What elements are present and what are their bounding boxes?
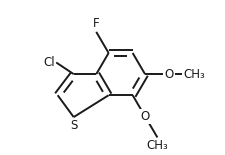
- Text: O: O: [164, 68, 173, 81]
- Text: CH₃: CH₃: [183, 68, 205, 81]
- Text: Cl: Cl: [43, 56, 54, 69]
- Text: CH₃: CH₃: [146, 139, 168, 152]
- Text: O: O: [140, 110, 149, 123]
- Text: F: F: [92, 18, 99, 30]
- Text: S: S: [70, 119, 77, 132]
